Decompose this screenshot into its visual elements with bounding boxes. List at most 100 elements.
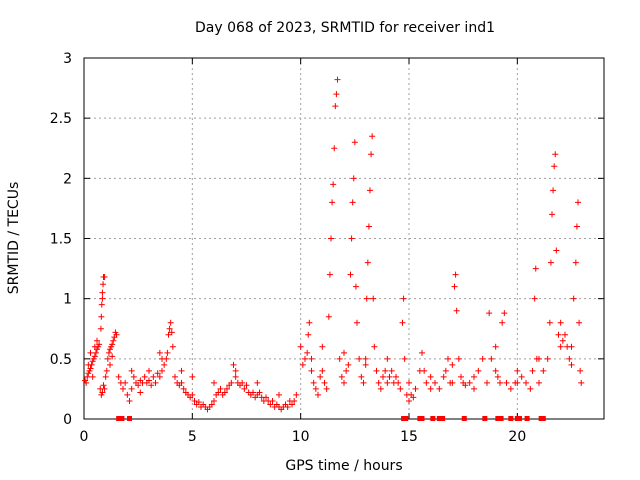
data-point [241, 385, 248, 392]
data-point [178, 379, 185, 386]
data-points [82, 76, 585, 413]
data-point [369, 133, 376, 140]
data-point [364, 259, 371, 266]
zero-marker [540, 416, 546, 421]
data-point [384, 379, 391, 386]
data-point [410, 394, 417, 401]
data-point [161, 361, 168, 368]
data-point [497, 379, 503, 386]
data-point [191, 397, 198, 404]
data-point [432, 379, 438, 386]
data-point [397, 385, 404, 392]
data-point [462, 382, 469, 389]
data-point [388, 367, 395, 374]
zero-marker [119, 416, 125, 421]
data-point [98, 313, 105, 320]
data-point [333, 91, 340, 98]
data-point [349, 199, 356, 206]
data-point [243, 382, 250, 389]
data-point [115, 373, 122, 380]
data-point [254, 379, 261, 386]
data-point [341, 379, 347, 386]
data-point [107, 361, 113, 368]
data-point [373, 367, 380, 374]
data-point [302, 355, 308, 362]
data-point [165, 331, 172, 338]
data-point [328, 235, 334, 242]
data-point [486, 310, 493, 317]
data-point [568, 361, 575, 368]
data-point [386, 373, 393, 380]
data-point [332, 103, 339, 110]
data-point [128, 385, 135, 392]
data-point [399, 319, 406, 326]
x-tick-label: 20 [508, 429, 526, 445]
data-point [423, 379, 430, 386]
data-point [573, 223, 580, 230]
y-tick-label: 0.5 [50, 352, 72, 368]
data-point [492, 367, 499, 374]
data-point [91, 353, 98, 360]
zero-marker [461, 416, 467, 421]
data-point [85, 361, 92, 368]
data-point [154, 370, 161, 377]
data-point [267, 401, 274, 408]
data-point [363, 295, 370, 302]
data-point [97, 325, 104, 332]
zero-marker [482, 416, 488, 421]
data-point [356, 355, 363, 362]
data-point [99, 289, 106, 296]
data-point [195, 399, 202, 406]
data-point [400, 295, 407, 302]
data-point [104, 355, 111, 362]
data-point [546, 319, 553, 326]
data-point [453, 307, 460, 314]
data-point [83, 379, 90, 386]
data-point [395, 379, 402, 386]
data-point [514, 367, 521, 374]
data-point [368, 151, 375, 158]
data-point [406, 397, 412, 404]
data-point [130, 373, 137, 380]
data-point [360, 379, 367, 386]
data-point [501, 310, 508, 317]
data-point [552, 151, 559, 158]
data-point [297, 343, 304, 350]
data-point [178, 367, 185, 374]
data-point [84, 373, 91, 380]
data-point [189, 373, 196, 380]
data-point [120, 385, 126, 392]
data-point [146, 377, 152, 384]
data-point [304, 349, 311, 356]
data-point [321, 379, 328, 386]
data-point [412, 385, 419, 392]
data-point [484, 379, 490, 386]
zero-marker [498, 416, 504, 421]
data-point [319, 367, 326, 374]
data-point [326, 271, 333, 278]
data-point [527, 385, 534, 392]
x-tick-label: 15 [400, 429, 418, 445]
data-point [166, 325, 173, 332]
y-tick-label: 0 [63, 412, 72, 428]
data-point [334, 76, 341, 83]
data-point [135, 382, 142, 389]
data-point [103, 367, 110, 374]
data-point [471, 373, 477, 380]
data-point [348, 235, 355, 242]
data-point [532, 265, 539, 272]
data-point [370, 295, 377, 302]
data-point [551, 163, 558, 170]
data-point [345, 361, 352, 368]
data-point [99, 389, 106, 396]
data-point [211, 397, 217, 404]
zero-marker [495, 416, 501, 421]
data-point [180, 385, 187, 392]
data-point [263, 394, 269, 401]
zero-marker [403, 416, 409, 421]
data-point [148, 382, 155, 389]
data-point [156, 373, 163, 380]
data-point [531, 295, 538, 302]
data-point [336, 355, 343, 362]
data-point [479, 355, 486, 362]
